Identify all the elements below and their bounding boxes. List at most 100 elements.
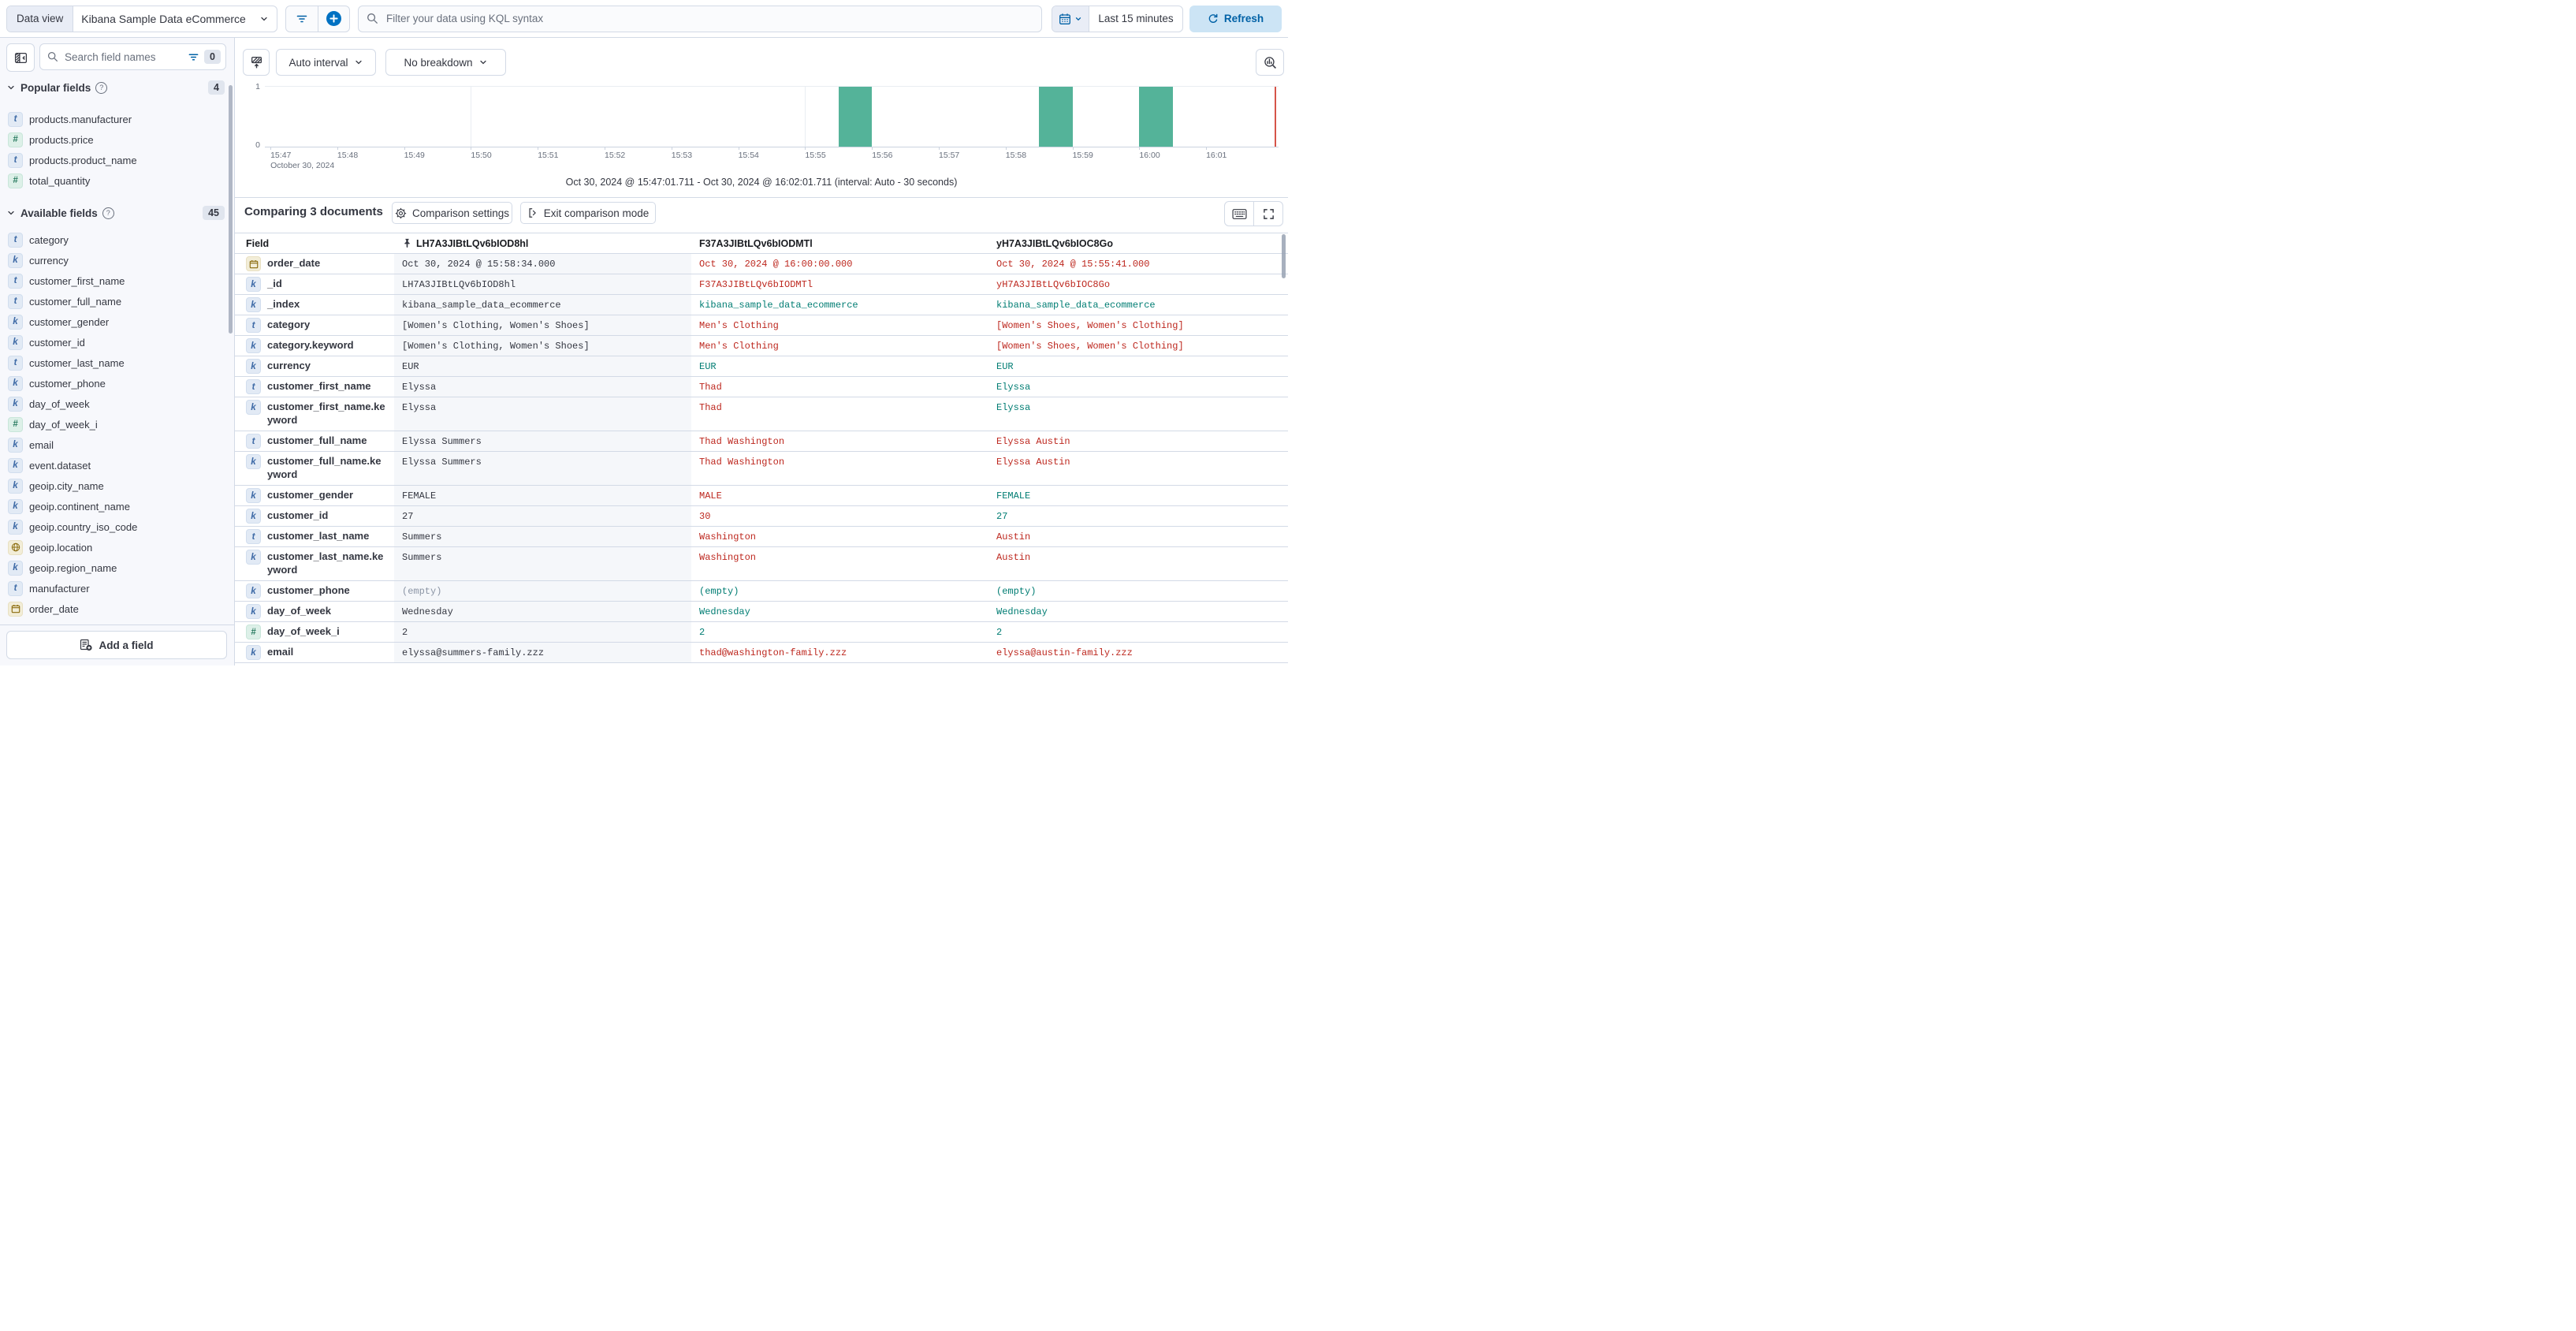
x-axis-label: 15:53 <box>671 151 693 160</box>
field-cell[interactable]: t customer_first_name <box>235 377 394 397</box>
data-view-switcher[interactable]: Data view Kibana Sample Data eCommerce <box>6 5 277 32</box>
refresh-button[interactable]: Refresh <box>1189 5 1282 32</box>
field-list-item[interactable]: k customer_id <box>6 332 225 352</box>
section-header-available-fields[interactable]: Available fields ? 45 <box>6 205 225 221</box>
field-list-item[interactable]: k event.dataset <box>6 455 225 475</box>
field-item-label: event.dataset <box>29 459 91 472</box>
field-cell[interactable]: k customer_full_name.keyword <box>235 452 394 485</box>
field-cell[interactable]: k customer_id <box>235 506 394 526</box>
field-list-item[interactable]: # day_of_week_i <box>6 414 225 434</box>
hide-chart-icon <box>250 56 263 69</box>
field-list-item[interactable]: k day_of_week <box>6 393 225 414</box>
field-cell[interactable]: k day_of_week <box>235 602 394 621</box>
field-cell[interactable]: k _index <box>235 295 394 315</box>
document-column-header[interactable]: yH7A3JIBtLQv6bIOC8Go <box>988 238 1288 249</box>
field-cell[interactable]: k customer_phone <box>235 581 394 601</box>
field-name: customer_full_name <box>267 434 367 446</box>
field-cell[interactable]: t customer_last_name <box>235 527 394 546</box>
field-cell[interactable]: k currency <box>235 356 394 376</box>
field-filter-icon[interactable] <box>188 51 199 63</box>
comparison-settings-button[interactable]: Comparison settings <box>392 202 512 224</box>
field-cell[interactable]: k customer_last_name.keyword <box>235 547 394 580</box>
table-scrollbar[interactable] <box>1282 234 1286 278</box>
field-list-item[interactable]: t customer_full_name <box>6 291 225 311</box>
field-list-item[interactable]: # total_quantity <box>6 170 225 191</box>
document-column-header[interactable]: LH7A3JIBtLQv6bIOD8hl <box>394 238 691 249</box>
field-list-item[interactable]: k email <box>6 434 225 455</box>
keyword-field-icon: k <box>246 400 261 415</box>
field-list-item[interactable]: k customer_phone <box>6 373 225 393</box>
field-cell[interactable]: order_date <box>235 254 394 274</box>
field-value: F37A3JIBtLQv6bIODMTl <box>699 279 813 290</box>
field-cell[interactable]: t category <box>235 315 394 335</box>
field-list-item[interactable]: k customer_gender <box>6 311 225 332</box>
field-list-item[interactable]: t products.product_name <box>6 150 225 170</box>
field-value: (empty) <box>699 586 739 597</box>
section-header-popular-fields[interactable]: Popular fields ? 4 <box>6 80 225 95</box>
field-value: Elyssa <box>402 382 437 393</box>
histogram-bar[interactable] <box>1139 87 1173 147</box>
field-list-item[interactable]: k geoip.country_iso_code <box>6 516 225 537</box>
kql-search-bar[interactable] <box>358 5 1042 32</box>
keyboard-icon <box>1231 208 1247 220</box>
data-view-selected[interactable]: Kibana Sample Data eCommerce <box>73 13 277 25</box>
field-list-item[interactable]: k geoip.region_name <box>6 557 225 578</box>
field-list-item[interactable]: k currency <box>6 250 225 270</box>
base-value-cell: Summers <box>394 547 691 580</box>
field-filter-count[interactable]: 0 <box>204 50 221 64</box>
hide-chart-button[interactable] <box>243 49 270 76</box>
keyboard-shortcuts-button[interactable] <box>1225 202 1253 226</box>
add-filter-button[interactable] <box>317 6 350 32</box>
field-list-item[interactable]: geoip.location <box>6 537 225 557</box>
document-column-header[interactable]: F37A3JIBtLQv6bIODMTl <box>691 238 988 249</box>
field-value: Austin <box>996 552 1031 563</box>
keyword-field-icon: k <box>246 454 261 469</box>
exit-comparison-button[interactable]: Exit comparison mode <box>520 202 656 224</box>
field-list-item[interactable]: t category <box>6 229 225 250</box>
field-list-item[interactable]: t manufacturer <box>6 578 225 598</box>
table-row: t customer_full_name Elyssa Summers Thad… <box>235 431 1288 452</box>
field-item-label: products.manufacturer <box>29 113 132 125</box>
filter-menu-button[interactable] <box>286 6 318 32</box>
interval-dropdown[interactable]: Auto interval <box>276 49 376 76</box>
base-value-cell: (empty) <box>394 581 691 601</box>
x-axis-label: 15:52 <box>605 151 626 160</box>
comparison-value-cell: Wednesday <box>988 602 1288 621</box>
field-cell[interactable]: k customer_gender <box>235 486 394 505</box>
field-list-item[interactable]: k geoip.continent_name <box>6 496 225 516</box>
field-list-item[interactable]: k geoip.city_name <box>6 475 225 496</box>
time-range-caption: Oct 30, 2024 @ 15:47:01.711 - Oct 30, 20… <box>565 177 958 188</box>
edit-visualization-button[interactable] <box>1256 49 1284 76</box>
kql-search-input[interactable] <box>385 12 1033 25</box>
keyword-field-icon: k <box>246 509 261 524</box>
histogram-bar[interactable] <box>1039 87 1073 147</box>
fullscreen-button[interactable] <box>1253 202 1282 226</box>
field-list-item[interactable]: t products.manufacturer <box>6 109 225 129</box>
field-cell[interactable]: k _id <box>235 274 394 294</box>
data-view-label: Data view <box>7 6 74 32</box>
comparison-value-cell: kibana_sample_data_ecommerce <box>988 295 1288 315</box>
table-row: order_date Oct 30, 2024 @ 15:58:34.000 O… <box>235 254 1288 274</box>
add-field-button[interactable]: Add a field <box>6 631 227 659</box>
field-search-input[interactable] <box>63 50 184 64</box>
keyword-field-icon: k <box>246 297 261 312</box>
field-list-item[interactable]: # products.price <box>6 129 225 150</box>
field-list-item[interactable]: t customer_first_name <box>6 270 225 291</box>
table-row: k customer_first_name.keyword Elyssa Tha… <box>235 397 1288 431</box>
sidebar-scrollbar[interactable] <box>229 85 233 334</box>
comparison-table-header: Field LH7A3JIBtLQv6bIOD8hl F37A3JIBtLQv6bI… <box>235 233 1288 254</box>
field-cell[interactable]: k email <box>235 643 394 662</box>
field-list-item[interactable]: order_date <box>6 598 225 619</box>
time-range-value[interactable]: Last 15 minutes <box>1098 13 1174 24</box>
field-cell[interactable]: k category.keyword <box>235 336 394 356</box>
collapse-sidebar-button[interactable] <box>6 43 35 72</box>
field-cell[interactable]: # day_of_week_i <box>235 622 394 642</box>
field-cell[interactable]: t customer_full_name <box>235 431 394 451</box>
breakdown-dropdown[interactable]: No breakdown <box>385 49 506 76</box>
date-picker-button[interactable] <box>1052 6 1089 32</box>
field-cell[interactable]: k customer_first_name.keyword <box>235 397 394 431</box>
histogram-plot[interactable] <box>265 86 1279 147</box>
field-list-item[interactable]: t customer_last_name <box>6 352 225 373</box>
help-icon: ? <box>95 81 108 94</box>
histogram-bar[interactable] <box>838 87 873 147</box>
